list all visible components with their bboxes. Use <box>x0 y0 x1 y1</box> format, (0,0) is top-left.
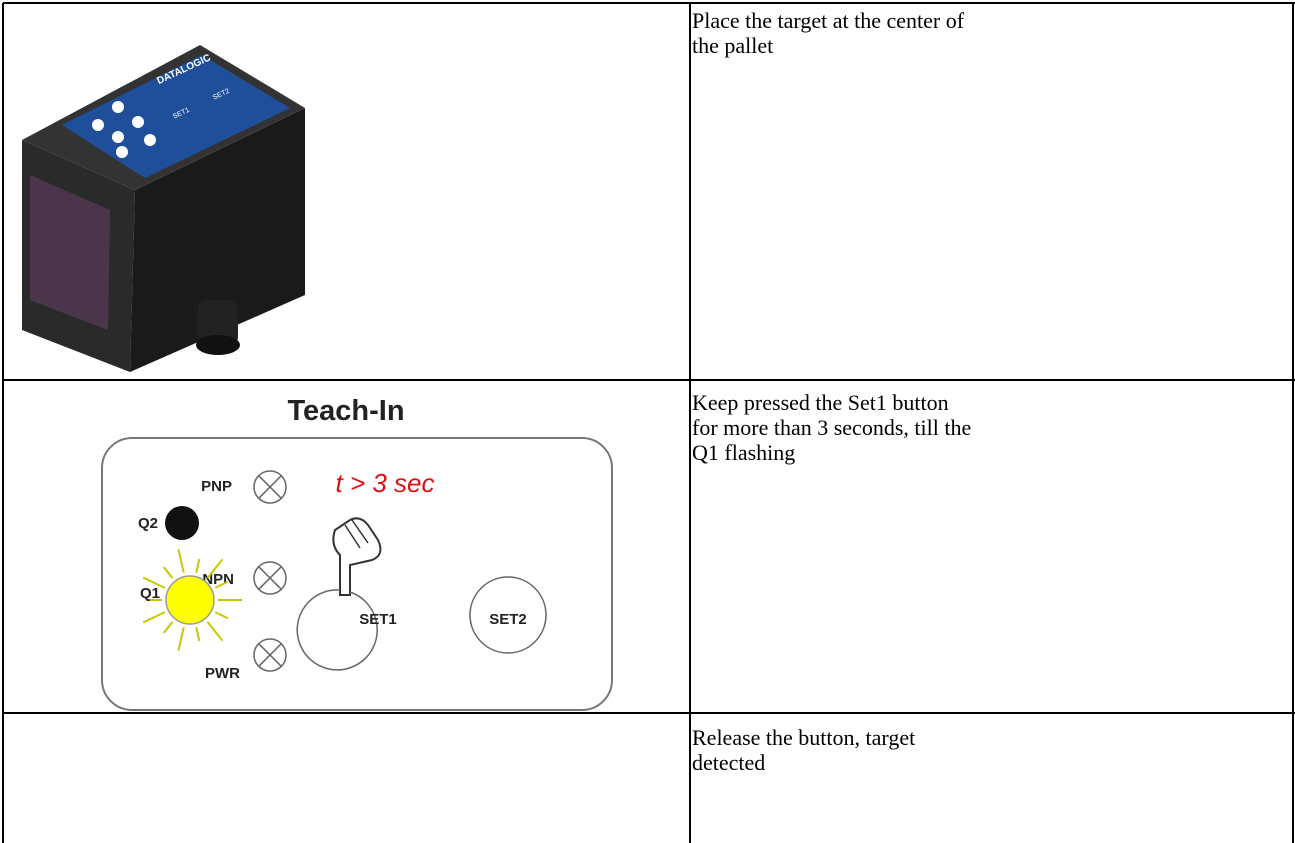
button-label: SET2 <box>489 611 527 628</box>
instruction-line: Place the target at the center of <box>692 8 965 33</box>
instruction-line: for more than 3 seconds, till the <box>692 415 971 440</box>
button-label: SET1 <box>359 611 397 628</box>
instruction-line: Q1 flashing <box>692 440 795 465</box>
instruction-line: Release the button, target <box>692 725 915 750</box>
led-label: PNP <box>201 478 232 495</box>
diagram-title: Teach-In <box>287 395 404 427</box>
instruction-line: the pallet <box>692 33 773 58</box>
output-label: Q2 <box>138 515 158 532</box>
instruction-line: Keep pressed the Set1 button <box>692 390 949 415</box>
instruction-line: detected <box>692 750 765 775</box>
teach-in-diagram: Teach-In PNP NPN PWR Q2 Q1 t > 3 sec SET… <box>101 395 613 711</box>
device-image: DATALOGIC SET1 SET2 <box>22 45 305 372</box>
output-label: Q1 <box>140 585 160 602</box>
timing-label: t > 3 sec <box>336 468 435 498</box>
led-label: PWR <box>205 665 240 682</box>
